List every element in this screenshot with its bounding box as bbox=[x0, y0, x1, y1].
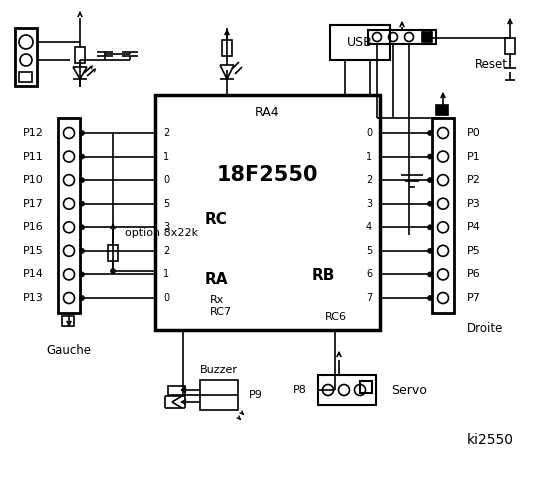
Bar bbox=[155, 95, 380, 330]
Text: 2: 2 bbox=[163, 128, 169, 138]
Text: RA: RA bbox=[205, 273, 228, 288]
Text: USB: USB bbox=[347, 36, 373, 48]
Text: P0: P0 bbox=[467, 128, 481, 138]
Bar bbox=[108, 245, 118, 261]
Circle shape bbox=[111, 268, 116, 274]
Text: P3: P3 bbox=[467, 199, 481, 209]
Bar bbox=[19, 72, 32, 82]
Text: RC7: RC7 bbox=[210, 307, 232, 317]
Circle shape bbox=[427, 272, 432, 277]
Bar bbox=[330, 25, 390, 60]
Text: 18F2550: 18F2550 bbox=[216, 165, 318, 185]
Text: 5: 5 bbox=[366, 246, 372, 256]
Bar bbox=[422, 32, 432, 42]
Circle shape bbox=[80, 296, 85, 300]
Text: P7: P7 bbox=[467, 293, 481, 303]
Circle shape bbox=[80, 248, 85, 253]
Text: 3: 3 bbox=[366, 199, 372, 209]
Text: P9: P9 bbox=[249, 390, 263, 400]
Text: P10: P10 bbox=[23, 175, 44, 185]
Circle shape bbox=[80, 154, 85, 159]
Text: 5: 5 bbox=[163, 199, 169, 209]
Text: P16: P16 bbox=[23, 222, 44, 232]
Text: 0: 0 bbox=[366, 128, 372, 138]
Text: 6: 6 bbox=[366, 269, 372, 279]
Bar bbox=[505, 38, 515, 54]
Text: 0: 0 bbox=[163, 293, 169, 303]
Text: RC: RC bbox=[205, 213, 228, 228]
Text: P13: P13 bbox=[23, 293, 44, 303]
Text: P2: P2 bbox=[467, 175, 481, 185]
Circle shape bbox=[427, 201, 432, 206]
Bar bbox=[200, 380, 238, 410]
Text: Gauche: Gauche bbox=[46, 345, 91, 358]
Text: P5: P5 bbox=[467, 246, 481, 256]
Text: option 8x22k: option 8x22k bbox=[125, 228, 198, 238]
Circle shape bbox=[427, 248, 432, 253]
Bar bbox=[168, 386, 185, 395]
Circle shape bbox=[427, 225, 432, 230]
Text: Rx: Rx bbox=[210, 295, 225, 305]
Bar bbox=[432, 118, 454, 313]
Circle shape bbox=[80, 272, 85, 277]
Bar bbox=[318, 375, 376, 405]
Text: Buzzer: Buzzer bbox=[200, 365, 238, 375]
Text: 1: 1 bbox=[163, 269, 169, 279]
Bar bbox=[436, 105, 448, 115]
Circle shape bbox=[427, 131, 432, 135]
Bar bbox=[75, 47, 85, 63]
Text: Servo: Servo bbox=[391, 384, 427, 396]
Text: P15: P15 bbox=[23, 246, 44, 256]
Text: Reset: Reset bbox=[475, 59, 508, 72]
Bar bbox=[222, 40, 232, 56]
Text: ki2550: ki2550 bbox=[467, 433, 514, 447]
Text: 7: 7 bbox=[366, 293, 372, 303]
Bar bbox=[62, 316, 74, 326]
Text: RB: RB bbox=[312, 267, 335, 283]
Text: P1: P1 bbox=[467, 152, 481, 162]
Text: P12: P12 bbox=[23, 128, 44, 138]
Text: P6: P6 bbox=[467, 269, 481, 279]
Text: 2: 2 bbox=[366, 175, 372, 185]
Text: P11: P11 bbox=[23, 152, 44, 162]
Circle shape bbox=[427, 178, 432, 183]
Circle shape bbox=[80, 131, 85, 135]
Text: P4: P4 bbox=[467, 222, 481, 232]
Circle shape bbox=[80, 225, 85, 230]
Text: 4: 4 bbox=[366, 222, 372, 232]
Text: 0: 0 bbox=[163, 175, 169, 185]
Bar bbox=[360, 381, 372, 393]
Bar bbox=[368, 30, 436, 44]
Text: Droite: Droite bbox=[467, 322, 503, 335]
Circle shape bbox=[427, 296, 432, 300]
Circle shape bbox=[427, 154, 432, 159]
Text: 1: 1 bbox=[163, 152, 169, 162]
Text: P17: P17 bbox=[23, 199, 44, 209]
Text: 3: 3 bbox=[163, 222, 169, 232]
Text: 1: 1 bbox=[366, 152, 372, 162]
Text: P14: P14 bbox=[23, 269, 44, 279]
Text: 2: 2 bbox=[163, 246, 169, 256]
Bar bbox=[58, 118, 80, 313]
Circle shape bbox=[80, 201, 85, 206]
Circle shape bbox=[80, 178, 85, 183]
Text: P8: P8 bbox=[293, 385, 307, 395]
Bar bbox=[15, 28, 37, 86]
Text: RC6: RC6 bbox=[325, 312, 347, 322]
Text: RA4: RA4 bbox=[255, 107, 279, 120]
